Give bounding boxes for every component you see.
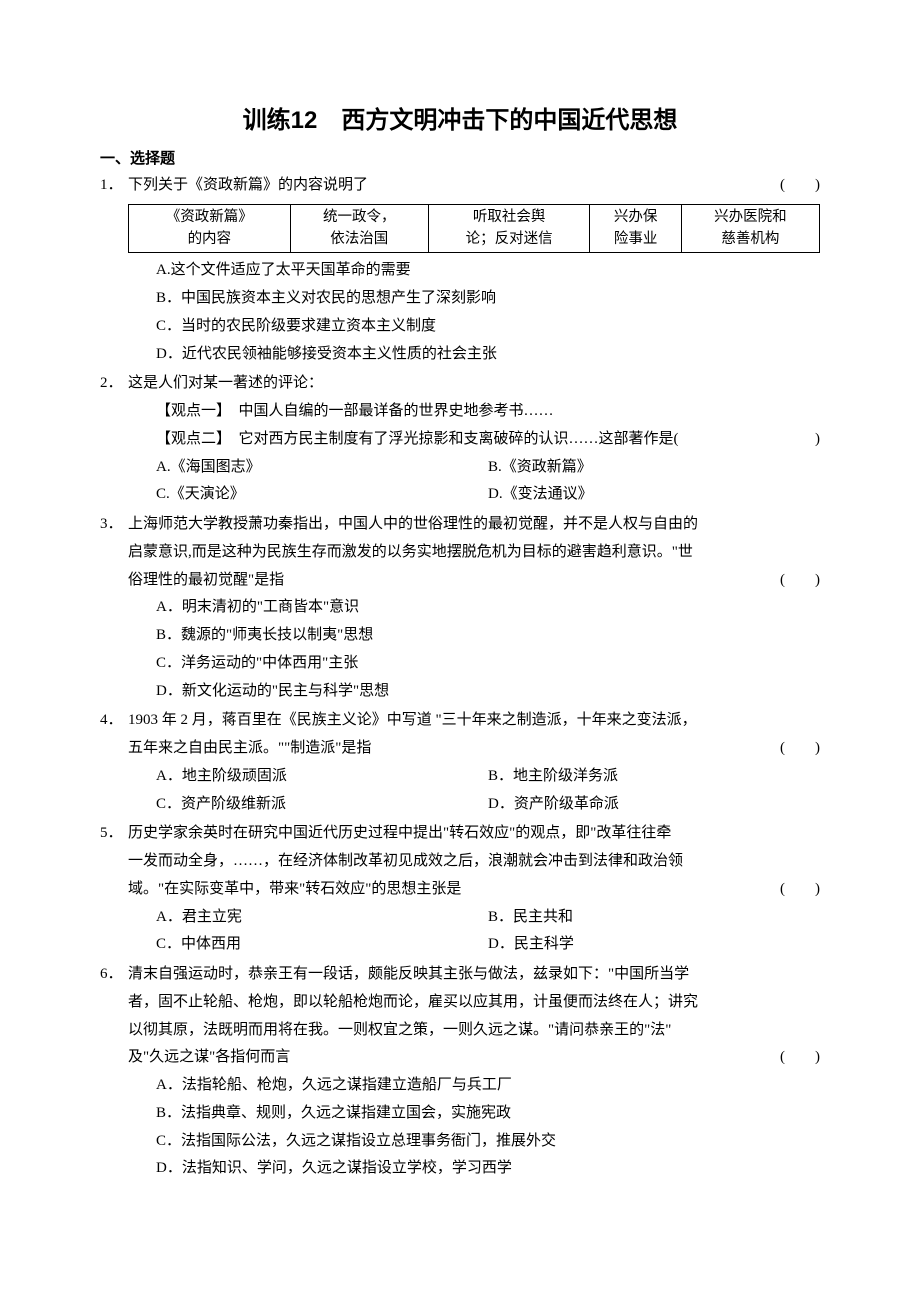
- question-5: 5． 历史学家余英时在研究中国近代历史过程中提出"转石效应"的观点，即"改革往往…: [100, 820, 820, 959]
- q6-number: 6．: [100, 961, 128, 989]
- q3-line2: 启蒙意识,而是这种为民族生存而激发的以务实地摆脱危机为目标的避害趋利意识。"世: [100, 539, 820, 567]
- q6-line2: 者，固不止轮船、枪炮，即以轮船枪炮而论，雇买以应其用，计虽便而法终在人；讲究: [100, 989, 820, 1017]
- q3-option-d: D．新文化运动的"民主与科学"思想: [100, 678, 820, 706]
- q4-paren: ( ): [780, 735, 820, 763]
- question-3: 3． 上海师范大学教授萧功秦指出，中国人中的世俗理性的最初觉醒，并不是人权与自由…: [100, 511, 820, 705]
- page: 训练12 西方文明冲击下的中国近代思想 一、选择题 1． 下列关于《资政新篇》的…: [0, 0, 920, 1302]
- q5-option-a: A．君主立宪: [156, 904, 488, 932]
- q1-option-a: A.这个文件适应了太平天国革命的需要: [100, 257, 820, 285]
- q2-stem: 这是人们对某一著述的评论：: [128, 370, 820, 398]
- table-row: 《资政新篇》的内容 统一政令，依法治国 听取社会舆论；反对迷信 兴办保险事业 兴…: [129, 204, 820, 253]
- page-title: 训练12 西方文明冲击下的中国近代思想: [100, 100, 820, 135]
- table-cell: 统一政令，依法治国: [290, 204, 428, 253]
- q5-option-b: B．民主共和: [488, 904, 820, 932]
- question-6: 6． 清末自强运动时，恭亲王有一段话，颇能反映其主张与做法，兹录如下："中国所当…: [100, 961, 820, 1183]
- q2-option-a: A.《海国图志》: [156, 454, 488, 482]
- q6-option-c: C．法指国际公法，久远之谋指设立总理事务衙门，推展外交: [100, 1128, 820, 1156]
- q4-option-b: B．地主阶级洋务派: [488, 763, 820, 791]
- table-cell: 听取社会舆论；反对迷信: [428, 204, 590, 253]
- q6-option-b: B．法指典章、规则，久远之谋指建立国会，实施宪政: [100, 1100, 820, 1128]
- q5-option-c: C．中体西用: [156, 931, 488, 959]
- q1-table: 《资政新篇》的内容 统一政令，依法治国 听取社会舆论；反对迷信 兴办保险事业 兴…: [128, 204, 820, 254]
- q6-line1: 清末自强运动时，恭亲王有一段话，颇能反映其主张与做法，兹录如下："中国所当学: [128, 961, 820, 989]
- q3-line1: 上海师范大学教授萧功秦指出，中国人中的世俗理性的最初觉醒，并不是人权与自由的: [128, 511, 820, 539]
- q3-line3: 俗理性的最初觉醒"是指: [128, 572, 284, 588]
- q1-option-b: B．中国民族资本主义对农民的思想产生了深刻影响: [100, 285, 820, 313]
- q4-option-c: C．资产阶级维新派: [156, 791, 488, 819]
- q5-paren: ( ): [780, 876, 820, 904]
- question-1: 1． 下列关于《资政新篇》的内容说明了 ( ) 《资政新篇》的内容 统一政令，依…: [100, 172, 820, 368]
- q4-line2: 五年来之自由民主派。""制造派"是指: [128, 740, 371, 756]
- q6-option-a: A．法指轮船、枪炮，久远之谋指建立造船厂与兵工厂: [100, 1072, 820, 1100]
- q2-option-c: C.《天演论》: [156, 481, 488, 509]
- q5-line3: 域。"在实际变革中，带来"转石效应"的思想主张是: [128, 881, 461, 897]
- q2-viewpoint-2: 【观点二】 它对西方民主制度有了浮光掠影和支离破碎的认识……这部著作是( ): [100, 426, 820, 454]
- table-cell: 《资政新篇》的内容: [129, 204, 291, 253]
- q5-option-d: D．民主科学: [488, 931, 820, 959]
- question-2: 2． 这是人们对某一著述的评论： 【观点一】 中国人自编的一部最详备的世界史地参…: [100, 370, 820, 509]
- q6-paren: ( ): [780, 1044, 820, 1072]
- q6-option-d: D．法指知识、学问，久远之谋指设立学校，学习西学: [100, 1155, 820, 1183]
- q2-number: 2．: [100, 370, 128, 398]
- q2-option-d: D.《变法通议》: [488, 481, 820, 509]
- q3-option-b: B．魏源的"师夷长技以制夷"思想: [100, 622, 820, 650]
- q4-option-d: D．资产阶级革命派: [488, 791, 820, 819]
- q6-line4: 及"久远之谋"各指何而言: [128, 1049, 290, 1065]
- q3-option-c: C．洋务运动的"中体西用"主张: [100, 650, 820, 678]
- q3-number: 3．: [100, 511, 128, 539]
- q1-paren: ( ): [780, 172, 820, 200]
- section-header: 一、选择题: [100, 147, 820, 168]
- q1-number: 1．: [100, 172, 128, 200]
- q4-option-a: A．地主阶级顽固派: [156, 763, 488, 791]
- q1-option-c: C．当时的农民阶级要求建立资本主义制度: [100, 313, 820, 341]
- q1-stem: 下列关于《资政新篇》的内容说明了: [128, 172, 820, 200]
- question-4: 4． 1903 年 2 月，蒋百里在《民族主义论》中写道 "三十年来之制造派，十…: [100, 707, 820, 818]
- table-cell: 兴办保险事业: [590, 204, 681, 253]
- q2-viewpoint-1: 【观点一】 中国人自编的一部最详备的世界史地参考书……: [100, 398, 820, 426]
- q4-number: 4．: [100, 707, 128, 735]
- q5-line1: 历史学家余英时在研究中国近代历史过程中提出"转石效应"的观点，即"改革往往牵: [128, 820, 820, 848]
- q4-line1: 1903 年 2 月，蒋百里在《民族主义论》中写道 "三十年来之制造派，十年来之…: [128, 707, 820, 735]
- q5-line2: 一发而动全身，……，在经济体制改革初见成效之后，浪潮就会冲击到法律和政治领: [100, 848, 820, 876]
- q6-line3: 以彻其原，法既明而用将在我。一则权宜之策，一则久远之谋。"请问恭亲王的"法": [100, 1017, 820, 1045]
- q2-option-b: B.《资政新篇》: [488, 454, 820, 482]
- q1-option-d: D．近代农民领袖能够接受资本主义性质的社会主张: [100, 341, 820, 369]
- q3-option-a: A．明末清初的"工商皆本"意识: [100, 594, 820, 622]
- q5-number: 5．: [100, 820, 128, 848]
- q3-paren: ( ): [780, 567, 820, 595]
- table-cell: 兴办医院和慈善机构: [681, 204, 819, 253]
